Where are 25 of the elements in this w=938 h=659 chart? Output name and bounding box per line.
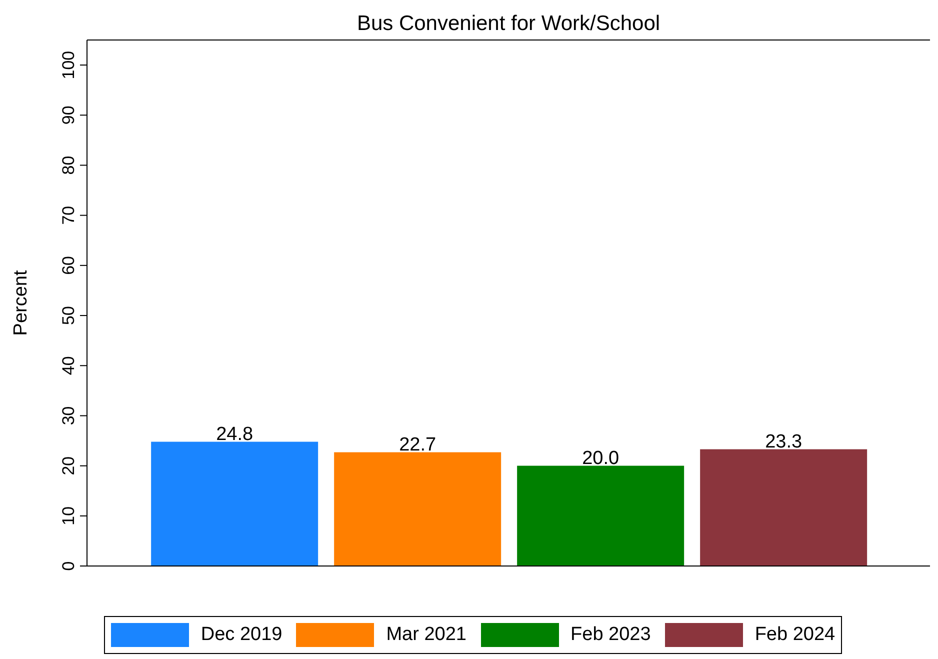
y-tick-label: 60 (59, 256, 78, 275)
legend-label: Mar 2021 (386, 624, 467, 646)
chart-title: Bus Convenient for Work/School (356, 12, 662, 36)
y-tick-label: 40 (59, 356, 78, 376)
y-tick-label: 20 (59, 456, 78, 476)
y-tick-label: 30 (59, 406, 78, 426)
y-tick-label: 90 (59, 106, 78, 125)
data-label: 20.0 (582, 448, 620, 469)
bar (700, 449, 868, 566)
data-label: 24.8 (216, 424, 254, 445)
bar (151, 442, 318, 566)
y-tick-label: 100 (59, 50, 78, 80)
legend-label: Dec 2019 (200, 624, 282, 646)
y-tick-label: 80 (59, 156, 78, 175)
legend-label: Feb 2024 (754, 624, 836, 646)
y-tick-label: 0 (59, 561, 78, 571)
y-axis-title: Percent (10, 270, 32, 336)
y-tick-label: 10 (59, 506, 78, 526)
data-label: 22.7 (399, 434, 436, 456)
legend-label: Feb 2023 (570, 624, 651, 646)
bar (517, 466, 684, 566)
bar (334, 452, 502, 566)
y-tick-label: 70 (59, 206, 78, 225)
data-label: 23.3 (765, 431, 802, 452)
y-tick-label: 50 (59, 306, 78, 325)
